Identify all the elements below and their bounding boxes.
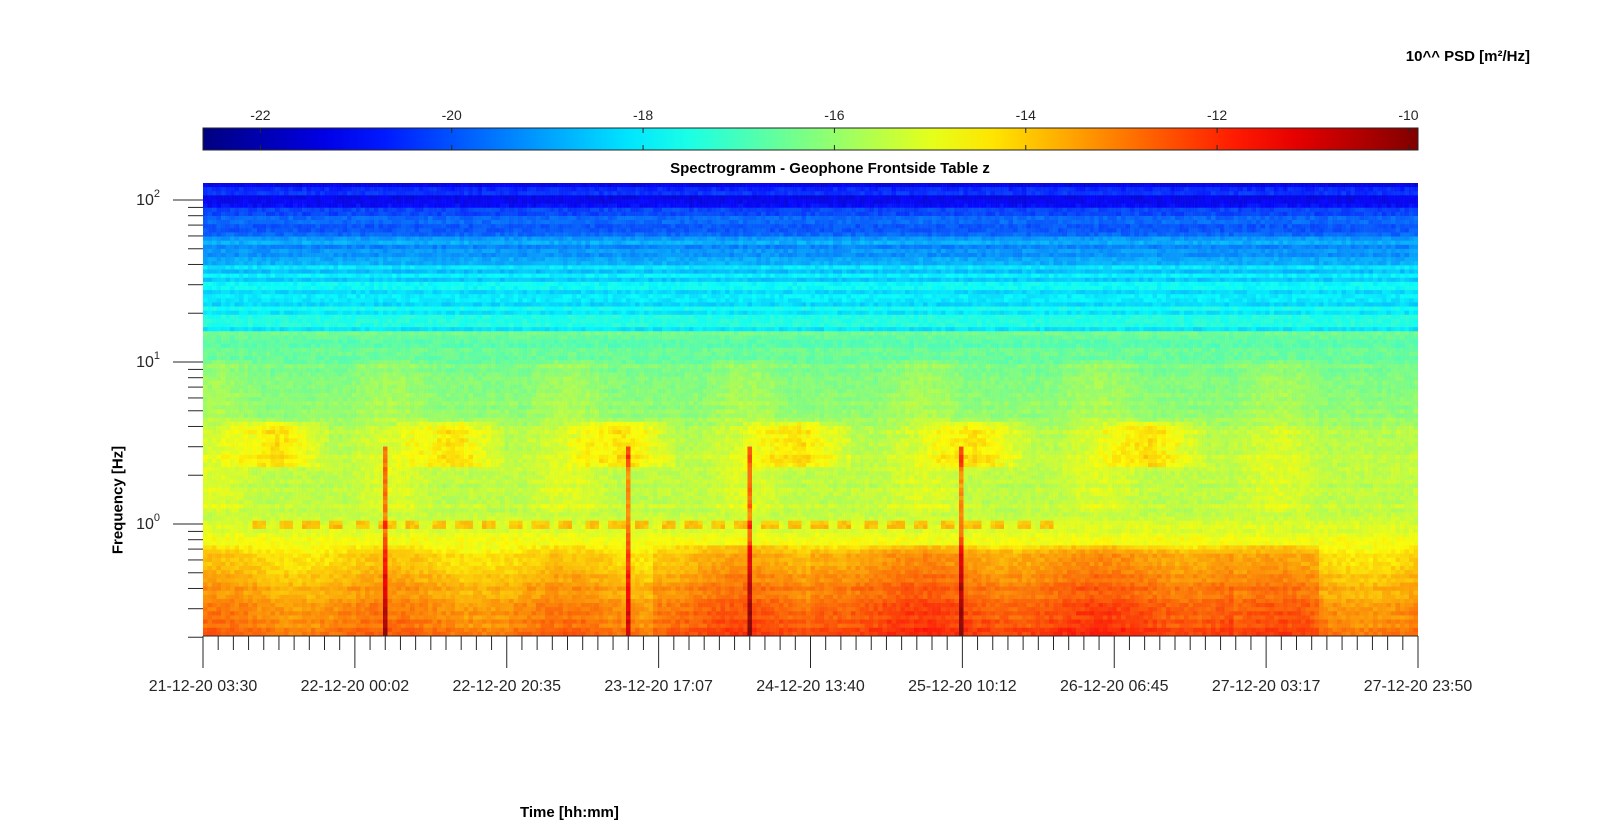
colorbar-tick-label: -20 [442, 107, 462, 123]
spectrogram-plot [203, 183, 1418, 636]
colorbar-tick-label: -16 [824, 107, 844, 123]
colorbar-tick-label: -12 [1207, 107, 1227, 123]
colorbar-tick-label: -10 [1398, 107, 1418, 123]
colorbar: -22 -20 -18 -16 -14 -12 -10 [202, 107, 1419, 151]
colorbar-tick-label: -14 [1016, 107, 1036, 123]
colorbar-tick-label: -22 [250, 107, 270, 123]
colorbar-gradient [202, 127, 1419, 151]
colorbar-tick-label: -18 [633, 107, 653, 123]
